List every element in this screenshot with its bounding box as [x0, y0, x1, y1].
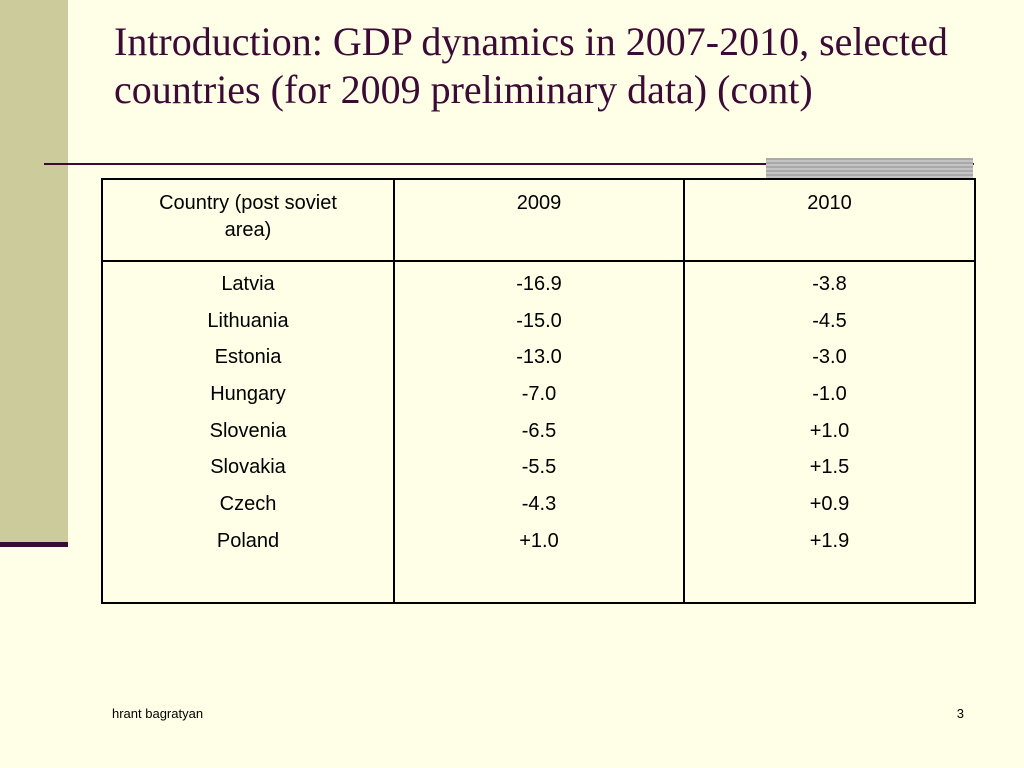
gdp-2009-value: -7.0 [521, 383, 557, 406]
gdp-2010-value: -3.0 [812, 346, 847, 369]
gdp-2009-value: -15.0 [516, 309, 562, 332]
footer-author: hrant bagratyan [112, 706, 204, 721]
country-name: Estonia [214, 346, 282, 369]
title-accent-bar [766, 158, 973, 178]
gdp-2010-value: +0.9 [809, 493, 850, 516]
values-2009-column: -16.9 -15.0 -13.0 -7.0 -6.5 -5.5 -4.3 +1… [393, 260, 685, 604]
gdp-table-container: Country (post soviet area) 2009 2010 Lat… [101, 178, 976, 604]
country-name: Poland [216, 529, 280, 552]
gdp-2010-value: -1.0 [812, 383, 847, 406]
country-name: Czech [219, 493, 277, 516]
slide-number: 3 [956, 706, 964, 721]
gdp-2009-value: -5.5 [521, 456, 557, 479]
country-name: Slovakia [210, 456, 286, 479]
gdp-2010-value: -3.8 [812, 273, 847, 295]
slide-title: Introduction: GDP dynamics in 2007-2010,… [114, 19, 948, 112]
country-column: Latvia Lithuania Estonia Hungary Sloveni… [101, 260, 395, 604]
header-2010: 2010 [683, 178, 976, 262]
gdp-2010-value: +1.0 [809, 419, 850, 442]
gdp-2010-value: -4.5 [812, 309, 847, 332]
gdp-2009-value: +1.0 [519, 529, 559, 552]
left-sidebar-accent [0, 542, 68, 547]
country-name: Latvia [221, 273, 275, 295]
title-underline [44, 163, 974, 165]
country-name: Slovenia [209, 419, 287, 442]
header-2009: 2009 [393, 178, 685, 262]
values-2010-column: -3.8 -4.5 -3.0 -1.0 +1.0 +1.5 +0.9 +1.9 [683, 260, 976, 604]
table-body-row: Latvia Lithuania Estonia Hungary Sloveni… [101, 260, 976, 604]
table-header-row: Country (post soviet area) 2009 2010 [101, 178, 976, 262]
gdp-2009-value: -16.9 [516, 273, 562, 295]
left-sidebar-decoration [0, 0, 68, 544]
gdp-2009-value: -6.5 [521, 419, 557, 442]
country-name: Hungary [210, 383, 286, 406]
country-name: Lithuania [207, 309, 289, 332]
gdp-2009-value: -4.3 [521, 493, 557, 516]
gdp-2010-value: +1.9 [809, 529, 850, 552]
gdp-2010-value: +1.5 [809, 456, 850, 479]
gdp-table: Country (post soviet area) 2009 2010 Lat… [101, 178, 976, 604]
gdp-2009-value: -13.0 [516, 346, 562, 369]
header-country: Country (post soviet area) [101, 178, 395, 262]
